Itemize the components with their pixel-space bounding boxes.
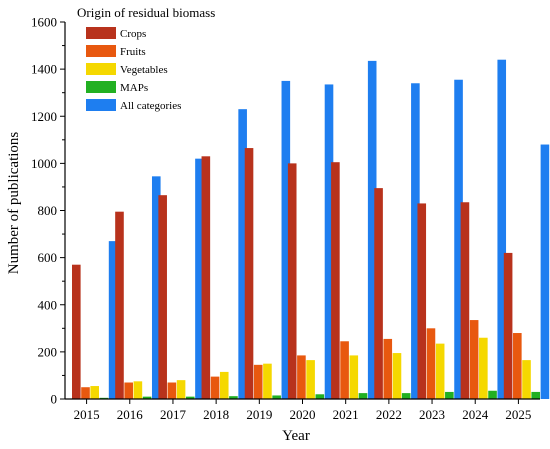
y-axis-title: Number of publications <box>6 132 22 275</box>
y-tick-label: 0 <box>51 392 58 407</box>
bar-vegetables-2016 <box>133 381 143 399</box>
bar-fruits-2024 <box>469 320 479 399</box>
legend: Origin of residual biomass Crops Fruits Ve… <box>77 5 215 112</box>
y-tick-label: 400 <box>38 297 58 312</box>
y-tick-label: 200 <box>38 344 58 359</box>
bar-crops-2023 <box>417 203 427 399</box>
bar-maps-2019 <box>272 395 281 399</box>
legend-swatch-crops <box>86 27 116 39</box>
bar-fruits-2019 <box>253 364 263 399</box>
bar-maps-2023 <box>445 391 454 399</box>
bar-crops-2018 <box>201 156 211 399</box>
bar-crops-2020 <box>287 163 297 399</box>
bar-fruits-2022 <box>383 338 393 399</box>
bar-vegetables-2020 <box>306 360 315 399</box>
bar-crops-2022 <box>374 188 383 399</box>
y-tick-label: 1400 <box>31 62 57 77</box>
bar-vegetables-2018 <box>219 371 229 399</box>
x-tick-label: 2022 <box>376 407 402 422</box>
x-tick-label: 2025 <box>505 407 531 422</box>
bar-maps-2018 <box>229 396 238 399</box>
bar-vegetables-2024 <box>479 337 488 399</box>
bar-vegetables-2019 <box>263 363 272 399</box>
ticks: 0 200 400 600 800 1000 1200 1400 1600 2015 2016 201… <box>31 15 531 423</box>
bar-crops-2025 <box>503 252 513 399</box>
legend-swatch-vegetables <box>86 63 116 75</box>
bar-maps-2022 <box>401 393 411 399</box>
bar-fruits-2025 <box>513 333 522 399</box>
legend-label-fruits: Fruits <box>120 46 146 58</box>
x-tick-label: 2015 <box>74 407 100 422</box>
bar-crops-2017 <box>158 195 167 399</box>
legend-label-crops: Crops <box>120 28 146 40</box>
bar-vegetables-2023 <box>435 343 445 399</box>
bar-all-categories-2018 <box>238 109 247 400</box>
x-tick-label: 2020 <box>290 407 316 422</box>
x-tick-label: 2024 <box>462 407 489 422</box>
bar-maps-2020 <box>315 394 325 399</box>
bar-crops-2021 <box>331 162 340 399</box>
bar-all-categories-2016 <box>151 176 161 399</box>
x-tick-label: 2021 <box>333 407 359 422</box>
x-tick-label: 2018 <box>203 407 229 422</box>
bar-fruits-2015 <box>81 387 90 399</box>
bar-crops-2015 <box>72 264 81 399</box>
bar-all-categories-2017 <box>195 158 204 399</box>
x-tick-label: 2016 <box>117 407 144 422</box>
bar-crops-2019 <box>244 148 254 399</box>
bar-all-categories-2021 <box>367 60 377 400</box>
bar-vegetables-2025 <box>522 360 531 399</box>
bars <box>72 59 550 400</box>
bar-fruits-2021 <box>340 341 349 399</box>
bar-crops-2024 <box>460 202 470 399</box>
bar-maps-2016 <box>142 396 152 399</box>
bar-fruits-2016 <box>124 382 133 399</box>
bar-fruits-2017 <box>167 382 177 399</box>
y-tick-label: 1000 <box>31 156 57 171</box>
legend-label-maps: MAPs <box>120 82 148 94</box>
x-tick-label: 2017 <box>160 407 187 422</box>
legend-title: Origin of residual biomass <box>77 5 215 20</box>
y-tick-label: 1600 <box>31 15 57 30</box>
y-tick-label: 600 <box>38 250 58 265</box>
x-tick-label: 2023 <box>419 407 445 422</box>
bar-all-categories-2015 <box>108 241 118 399</box>
legend-items: Crops Fruits Vegetables MAPs All categories <box>86 27 181 112</box>
bar-all-categories-2023 <box>454 79 463 400</box>
bar-fruits-2023 <box>426 328 436 399</box>
bar-maps-2025 <box>531 391 541 399</box>
x-axis-title: Year <box>282 428 310 444</box>
legend-swatch-maps <box>86 81 116 93</box>
legend-label-vegetables: Vegetables <box>120 64 168 76</box>
bar-vegetables-2017 <box>176 380 186 399</box>
legend-swatch-all-categories <box>86 99 116 111</box>
bar-fruits-2020 <box>297 355 306 399</box>
bar-vegetables-2021 <box>349 355 359 399</box>
y-tick-label: 1200 <box>31 109 57 124</box>
bar-vegetables-2015 <box>90 386 99 399</box>
bar-maps-2024 <box>488 390 497 399</box>
bar-vegetables-2022 <box>392 353 402 399</box>
bar-all-categories-2020 <box>324 84 334 400</box>
y-tick-label: 800 <box>38 203 58 218</box>
bar-maps-2021 <box>358 393 368 399</box>
legend-swatch-fruits <box>86 45 116 57</box>
bar-all-categories-2025 <box>540 144 550 399</box>
bar-fruits-2018 <box>210 376 220 399</box>
bar-all-categories-2022 <box>411 83 420 399</box>
bar-maps-2017 <box>185 396 195 399</box>
x-tick-label: 2019 <box>246 407 272 422</box>
bar-crops-2016 <box>115 211 124 399</box>
bar-all-categories-2019 <box>281 80 291 399</box>
legend-label-all-categories: All categories <box>120 100 181 112</box>
bar-all-categories-2024 <box>497 59 507 399</box>
